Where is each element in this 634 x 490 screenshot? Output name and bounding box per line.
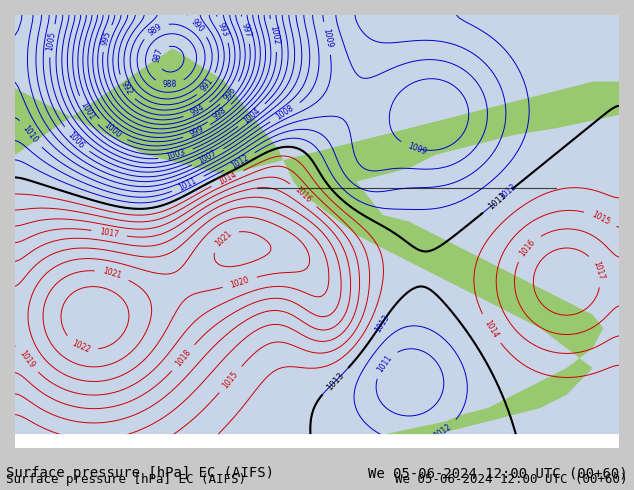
Text: 1012: 1012 [432,422,453,440]
Text: 1004: 1004 [242,106,262,125]
Text: 1009: 1009 [407,141,428,156]
Text: 1000: 1000 [102,121,122,140]
Text: 993: 993 [216,21,230,38]
Text: 989: 989 [146,22,164,37]
Text: 1008: 1008 [275,103,295,122]
Text: 1003: 1003 [165,148,186,162]
Text: 1009: 1009 [321,28,334,49]
Text: 1013: 1013 [486,191,508,211]
Text: 990: 990 [189,18,205,34]
Text: We 05-06-2024 12:00 UTC (00+60): We 05-06-2024 12:00 UTC (00+60) [368,466,628,480]
Text: 992: 992 [119,79,133,96]
Text: 995: 995 [100,30,113,47]
Text: 996: 996 [223,85,238,102]
Text: 988: 988 [162,79,177,89]
Text: 1015: 1015 [590,210,611,227]
Text: 987: 987 [152,48,165,64]
Text: 1019: 1019 [18,348,37,369]
Text: 1021: 1021 [213,229,233,248]
Text: 994: 994 [188,103,205,118]
Text: 1013: 1013 [325,370,346,392]
Text: 1016: 1016 [518,237,537,258]
Text: 1002: 1002 [268,25,280,46]
Text: 1017: 1017 [591,260,605,281]
Text: 1021: 1021 [101,267,122,281]
Text: 1011: 1011 [375,353,394,374]
Text: We 05-06-2024 12:00 UTC (00+60): We 05-06-2024 12:00 UTC (00+60) [395,473,628,486]
Text: 1014: 1014 [482,318,500,340]
Text: 1010: 1010 [21,124,40,145]
Text: 1011: 1011 [178,176,198,193]
Text: 1005: 1005 [46,30,57,51]
Text: 1014: 1014 [217,170,238,187]
Text: 1017: 1017 [99,227,119,239]
Text: 999: 999 [188,124,205,139]
Text: 1006: 1006 [66,130,86,150]
Text: 997: 997 [239,22,252,38]
Text: 1022: 1022 [70,338,91,354]
Text: Surface pressure [hPa] EC (AIFS): Surface pressure [hPa] EC (AIFS) [6,473,247,486]
Text: 1020: 1020 [229,275,250,290]
Text: 1012: 1012 [229,153,250,171]
Text: 1013: 1013 [498,183,519,202]
Text: 1013: 1013 [373,313,391,334]
Text: 1018: 1018 [174,348,193,368]
Text: 1015: 1015 [221,369,240,390]
Text: 1001: 1001 [79,100,96,122]
Text: Surface pressure [hPa] EC (AIFS): Surface pressure [hPa] EC (AIFS) [6,466,275,480]
Polygon shape [15,49,619,441]
Text: 991: 991 [200,76,216,93]
Text: 998: 998 [211,106,228,122]
Text: 1007: 1007 [197,149,219,166]
Text: 1016: 1016 [294,185,313,205]
